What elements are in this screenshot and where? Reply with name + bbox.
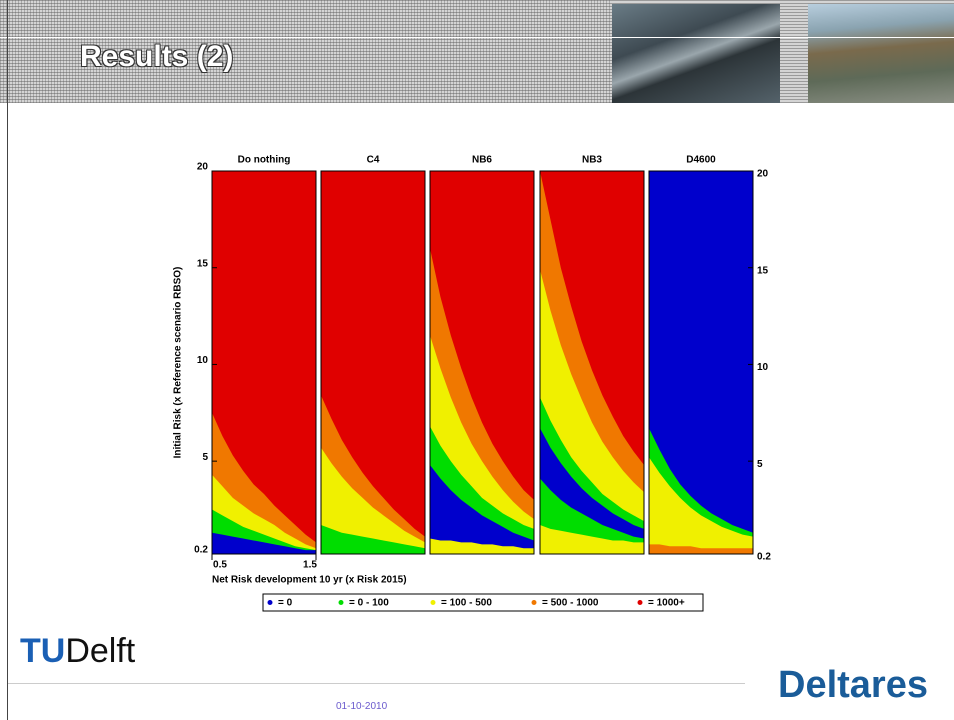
panel — [212, 171, 316, 556]
slide: Results (2) Do nothing0.251015200.51.5C4… — [0, 0, 954, 720]
y-tick-label: 20 — [757, 169, 769, 180]
x-tick-label: 1.5 — [303, 560, 317, 571]
panel — [430, 171, 534, 556]
panel — [321, 171, 425, 556]
y-tick-label: 10 — [197, 355, 209, 366]
chart: Do nothing 0.2 5 10 15 20 0.5 1.5 C4 NB6 NB3 D4600 0… — [0, 0, 954, 720]
y-axis-label: Initial Risk (x Reference scenario RBSO) — [173, 267, 184, 459]
legend-marker — [339, 600, 344, 605]
panel-title: Do nothing — [238, 155, 291, 166]
legend-marker — [532, 600, 537, 605]
y-tick-label: 0.2 — [757, 552, 771, 563]
y-tick-label: 15 — [757, 265, 769, 276]
y-tick-label: 5 — [202, 452, 208, 463]
x-tick-label: 0.5 — [213, 560, 227, 571]
legend-label: = 1000+ — [648, 598, 685, 609]
legend-label: = 100 - 500 — [441, 598, 492, 609]
legend-marker — [638, 600, 643, 605]
legend-label: = 0 — [278, 598, 293, 609]
y-tick-label: 15 — [197, 258, 209, 269]
y-tick-label: 20 — [197, 162, 209, 173]
legend-label: = 0 - 100 — [349, 598, 389, 609]
x-axis-label: Net Risk development 10 yr (x Risk 2015) — [212, 575, 407, 586]
legend-marker — [268, 600, 273, 605]
panel-title: C4 — [367, 155, 380, 166]
panel — [540, 171, 644, 556]
footer-date: 01-10-2010 — [336, 701, 387, 712]
legend-label: = 500 - 1000 — [542, 598, 599, 609]
y-tick-label: 0.2 — [194, 545, 208, 556]
y-tick-label: 5 — [757, 459, 763, 470]
panel-title: NB3 — [582, 155, 602, 166]
tudelft-logo: TUDelft — [20, 632, 135, 671]
logo-text: Delft — [65, 632, 135, 670]
panel-title: NB6 — [472, 155, 492, 166]
legend-marker — [431, 600, 436, 605]
footer-line — [8, 683, 745, 684]
deltares-logo: Deltares — [778, 664, 928, 707]
panel — [649, 171, 753, 556]
panel-title: D4600 — [686, 155, 716, 166]
y-tick-label: 10 — [757, 362, 769, 373]
